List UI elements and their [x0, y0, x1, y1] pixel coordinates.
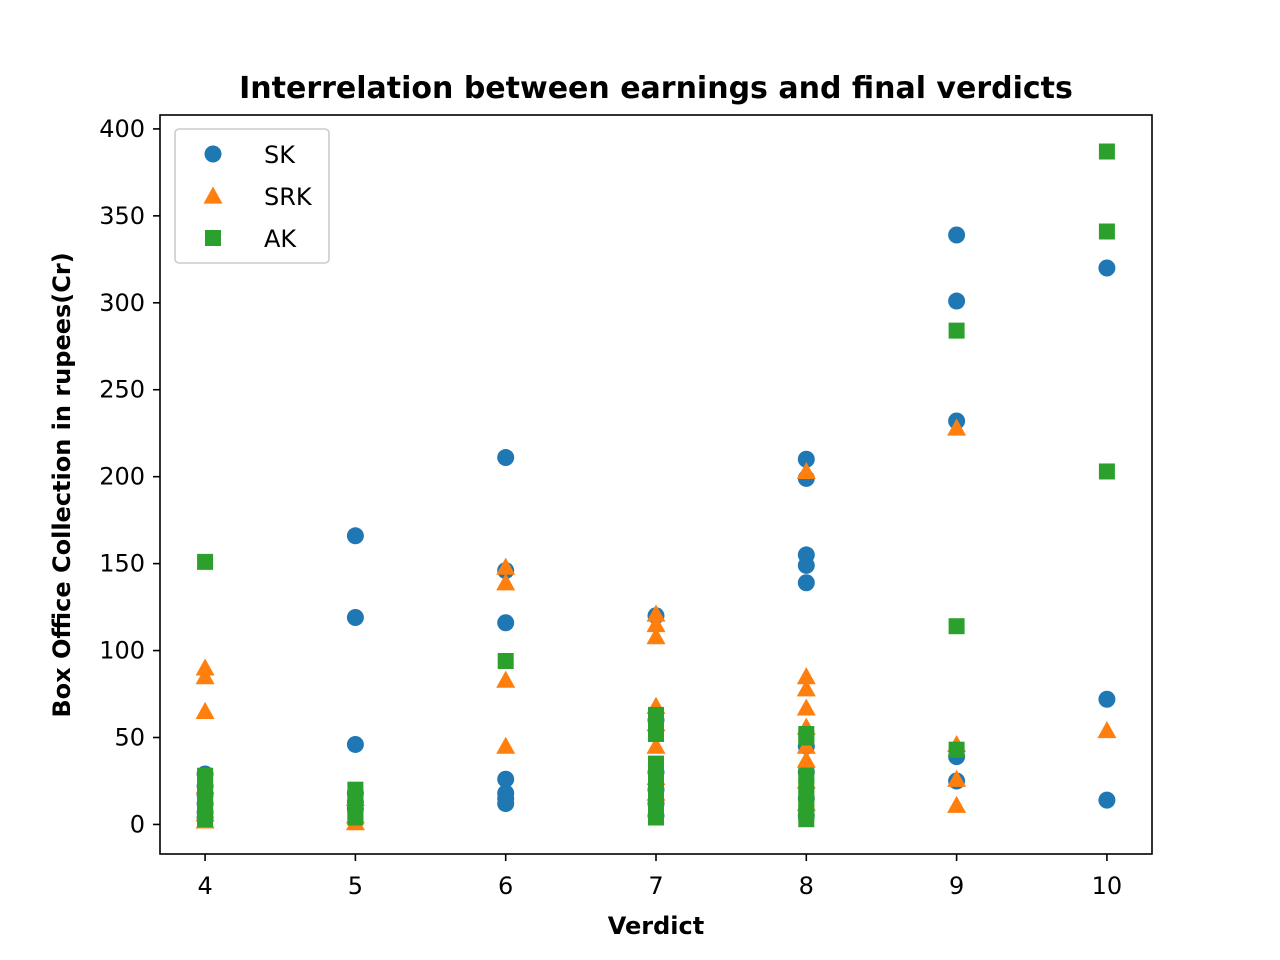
x-tick-label: 10: [1092, 872, 1123, 900]
ak-point: [798, 811, 815, 828]
sk-point: [797, 574, 815, 592]
ak-point: [798, 729, 815, 746]
legend-label-sk: SK: [264, 141, 296, 169]
sk-point: [1098, 791, 1116, 809]
sk-point: [346, 609, 364, 627]
ak-point: [497, 652, 514, 669]
ak-point: [197, 811, 214, 828]
srk-point: [796, 461, 816, 480]
srk-point: [1097, 721, 1117, 739]
y-tick-label: 0: [130, 810, 145, 838]
ak-point: [648, 809, 664, 826]
y-tick-label: 400: [99, 115, 145, 143]
sk-point: [346, 527, 364, 545]
ak-point: [948, 322, 965, 339]
srk-point: [496, 557, 516, 575]
sk-point: [497, 449, 515, 467]
ak-point: [1098, 223, 1115, 240]
chart-title: Interrelation between earnings and final…: [239, 71, 1073, 106]
y-tick-label: 200: [99, 463, 145, 491]
sk-point: [1098, 690, 1116, 708]
y-tick-label: 100: [99, 637, 145, 665]
srk-point: [796, 667, 816, 685]
srk-point: [646, 627, 666, 645]
sk-point: [497, 795, 515, 813]
x-axis-label: Verdict: [608, 912, 704, 940]
ak-point: [347, 809, 364, 826]
y-tick-label: 150: [99, 550, 145, 578]
ak-point: [648, 790, 664, 807]
ak-point: [948, 618, 965, 635]
sk-point: [1098, 259, 1116, 277]
srk-point: [947, 769, 967, 787]
y-tick-label: 50: [114, 723, 145, 751]
x-tick-label: 6: [498, 872, 513, 900]
srk-point: [947, 795, 967, 813]
srk-point: [796, 698, 816, 716]
srk-point: [796, 679, 816, 697]
ak-point: [648, 726, 664, 743]
x-tick-label: 5: [348, 872, 363, 900]
y-tick-label: 250: [99, 376, 145, 404]
legend-label-srk: SRK: [264, 183, 313, 211]
sk-point: [797, 556, 815, 574]
srk-point: [496, 736, 516, 754]
y-tick-label: 300: [99, 289, 145, 317]
legend-marker-ak: [205, 230, 221, 246]
legend-marker-srk: [203, 186, 223, 204]
sk-point: [948, 226, 966, 244]
x-tick-label: 8: [799, 872, 814, 900]
x-tick-label: 9: [949, 872, 964, 900]
y-axis-label: Box Office Collection in rupees(Cr): [48, 252, 76, 717]
ak-point: [648, 762, 664, 779]
srk-point: [947, 418, 967, 436]
srk-point: [195, 701, 215, 720]
ak-point: [648, 778, 664, 795]
sk-point: [497, 614, 515, 632]
srk-point: [796, 750, 816, 768]
srk-point: [195, 667, 215, 685]
ak-point: [1098, 143, 1115, 160]
y-tick-label: 350: [99, 202, 145, 230]
srk-point: [646, 604, 666, 622]
x-tick-label: 4: [197, 872, 212, 900]
legend-marker-sk: [204, 145, 222, 163]
ak-point: [948, 741, 965, 758]
srk-point: [496, 573, 516, 591]
srk-point: [195, 658, 215, 676]
sk-point: [797, 450, 815, 468]
sk-point: [497, 770, 515, 788]
ak-point: [1098, 463, 1115, 480]
ak-point: [197, 553, 214, 570]
srk-point: [496, 670, 516, 688]
legend-label-ak: AK: [264, 225, 297, 253]
legend-box: [174, 128, 330, 264]
sk-point: [346, 735, 364, 753]
x-tick-label: 7: [648, 872, 663, 900]
sk-point: [948, 292, 966, 310]
srk-point: [646, 614, 666, 633]
srk-point: [646, 736, 666, 754]
